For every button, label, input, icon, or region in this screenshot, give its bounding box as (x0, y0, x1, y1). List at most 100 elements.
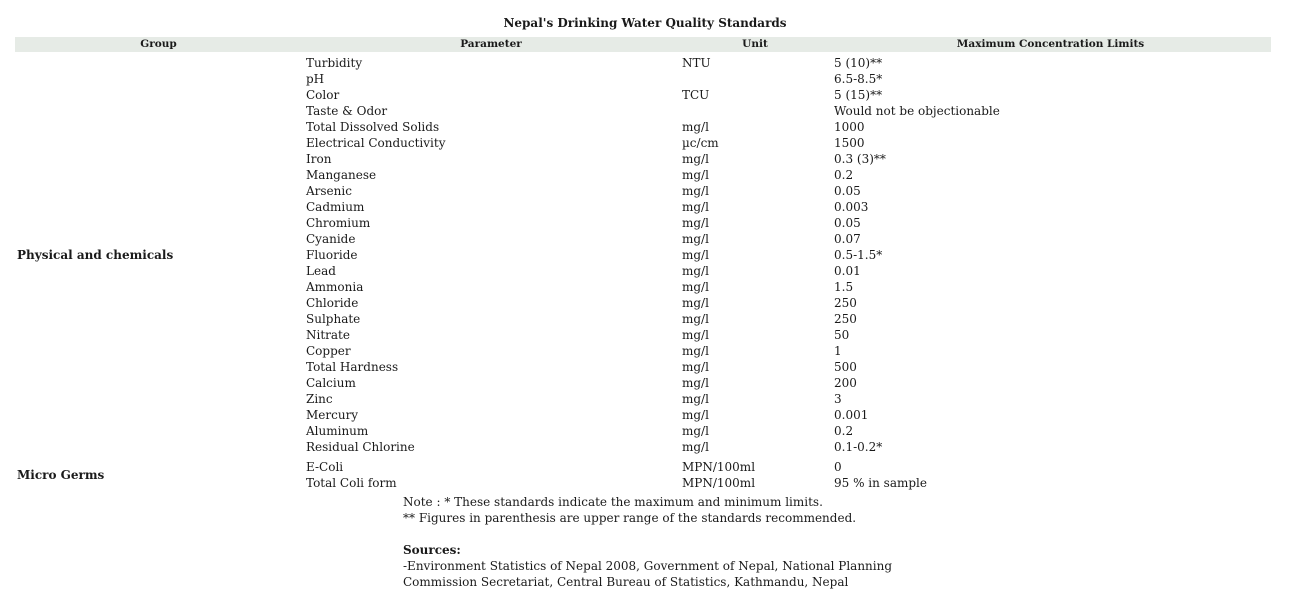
unit-cell: mg/l (682, 200, 709, 214)
parameter-cell: Chloride (306, 296, 359, 310)
unit-cell: mg/l (682, 424, 709, 438)
source-line-2: Commission Secretariat, Central Bureau o… (403, 575, 849, 589)
limit-cell: 0.05 (834, 184, 861, 198)
unit-cell: mg/l (682, 360, 709, 374)
table-row: Chromium mg/l 0.05 (0, 215, 1290, 231)
limit-cell: 0.003 (834, 200, 869, 214)
header-parameter: Parameter (460, 38, 522, 50)
source-line-1: -Environment Statistics of Nepal 2008, G… (403, 559, 893, 573)
table-row: Fluoride mg/l 0.5-1.5* (0, 247, 1290, 263)
parameter-cell: E-Coli (306, 460, 344, 474)
parameter-cell: Calcium (306, 376, 356, 390)
unit-cell: MPN/100ml (682, 476, 756, 490)
table-row: Calcium mg/l 200 (0, 375, 1290, 391)
unit-cell: mg/l (682, 264, 709, 278)
micro-rows: E-Coli MPN/100ml 0 Total Coli form MPN/100ml… (0, 459, 1290, 491)
unit-cell: µc/cm (682, 136, 719, 150)
limit-cell: 0.3 (3)** (834, 152, 886, 166)
table-row: Arsenic mg/l 0.05 (0, 183, 1290, 199)
table-row: Sulphate mg/l 250 (0, 311, 1290, 327)
limit-cell: 0 (834, 460, 842, 474)
parameter-cell: Sulphate (306, 312, 361, 326)
unit-cell: mg/l (682, 152, 709, 166)
table-row: Total Hardness mg/l 500 (0, 359, 1290, 375)
table-row: Taste & Odor Would not be objectionable (0, 103, 1290, 119)
parameter-cell: pH (306, 72, 325, 86)
limit-cell: 0.07 (834, 232, 861, 246)
limit-cell: 250 (834, 312, 857, 326)
note-line-1: Note : * These standards indicate the ma… (403, 495, 823, 509)
table-row: Turbidity NTU 5 (10)** (0, 55, 1290, 71)
parameter-cell: Arsenic (306, 184, 352, 198)
header-unit: Unit (742, 38, 768, 50)
parameter-cell: Manganese (306, 168, 377, 182)
unit-cell: mg/l (682, 296, 709, 310)
table-row: Total Coli form MPN/100ml 95 % in sample (0, 475, 1290, 491)
table-row: Zinc mg/l 3 (0, 391, 1290, 407)
limit-cell: Would not be objectionable (834, 104, 1000, 118)
unit-cell: mg/l (682, 248, 709, 262)
limit-cell: 1500 (834, 136, 865, 150)
table-row: Cadmium mg/l 0.003 (0, 199, 1290, 215)
limit-cell: 0.1-0.2* (834, 440, 883, 454)
limit-cell: 1.5 (834, 280, 854, 294)
page-title: Nepal's Drinking Water Quality Standards (503, 16, 787, 30)
limit-cell: 250 (834, 296, 857, 310)
unit-cell: mg/l (682, 120, 709, 134)
unit-cell: MPN/100ml (682, 460, 756, 474)
unit-cell: mg/l (682, 440, 709, 454)
table-row: Nitrate mg/l 50 (0, 327, 1290, 343)
limit-cell: 0.001 (834, 408, 869, 422)
table-row: Cyanide mg/l 0.07 (0, 231, 1290, 247)
table-row: Color TCU 5 (15)** (0, 87, 1290, 103)
limit-cell: 5 (10)** (834, 56, 883, 70)
unit-cell: mg/l (682, 328, 709, 342)
limit-cell: 200 (834, 376, 857, 390)
parameter-cell: Mercury (306, 408, 359, 422)
unit-cell: mg/l (682, 376, 709, 390)
limit-cell: 6.5-8.5* (834, 72, 883, 86)
table-row: Lead mg/l 0.01 (0, 263, 1290, 279)
parameter-cell: Cadmium (306, 200, 365, 214)
limit-cell: 1 (834, 344, 842, 358)
table-row: E-Coli MPN/100ml 0 (0, 459, 1290, 475)
table-row: Total Dissolved Solids mg/l 1000 (0, 119, 1290, 135)
table-row: Iron mg/l 0.3 (3)** (0, 151, 1290, 167)
parameter-cell: Ammonia (306, 280, 364, 294)
physical-rows: Turbidity NTU 5 (10)** pH 6.5-8.5* Color TCU 5 … (0, 55, 1290, 455)
parameter-cell: Electrical Conductivity (306, 136, 446, 150)
parameter-cell: Fluoride (306, 248, 358, 262)
limit-cell: 50 (834, 328, 850, 342)
unit-cell: mg/l (682, 184, 709, 198)
table-header: Group Parameter Unit Maximum Concentrati… (15, 37, 1271, 52)
header-group: Group (140, 38, 177, 50)
parameter-cell: Nitrate (306, 328, 350, 342)
limit-cell: 0.01 (834, 264, 861, 278)
sources-label: Sources: (403, 543, 461, 557)
table-row: Residual Chlorine mg/l 0.1-0.2* (0, 439, 1290, 455)
limit-cell: 0.05 (834, 216, 861, 230)
limit-cell: 1000 (834, 120, 865, 134)
table-row: pH 6.5-8.5* (0, 71, 1290, 87)
parameter-cell: Zinc (306, 392, 333, 406)
table-row: Mercury mg/l 0.001 (0, 407, 1290, 423)
unit-cell: mg/l (682, 232, 709, 246)
unit-cell: mg/l (682, 312, 709, 326)
table-row: Electrical Conductivity µc/cm 1500 (0, 135, 1290, 151)
parameter-cell: Total Coli form (306, 476, 397, 490)
limit-cell: 0.2 (834, 168, 854, 182)
parameter-cell: Total Hardness (306, 360, 399, 374)
parameter-cell: Residual Chlorine (306, 440, 415, 454)
limit-cell: 95 % in sample (834, 476, 927, 490)
table-row: Chloride mg/l 250 (0, 295, 1290, 311)
parameter-cell: Color (306, 88, 340, 102)
header-limit: Maximum Concentration Limits (956, 38, 1145, 50)
unit-cell: mg/l (682, 392, 709, 406)
parameter-cell: Aluminum (306, 424, 369, 438)
parameter-cell: Total Dissolved Solids (306, 120, 440, 134)
parameter-cell: Chromium (306, 216, 371, 230)
unit-cell: TCU (682, 88, 710, 102)
limit-cell: 0.2 (834, 424, 854, 438)
table-row: Manganese mg/l 0.2 (0, 167, 1290, 183)
group-label-micro: Micro Germs (17, 468, 105, 482)
